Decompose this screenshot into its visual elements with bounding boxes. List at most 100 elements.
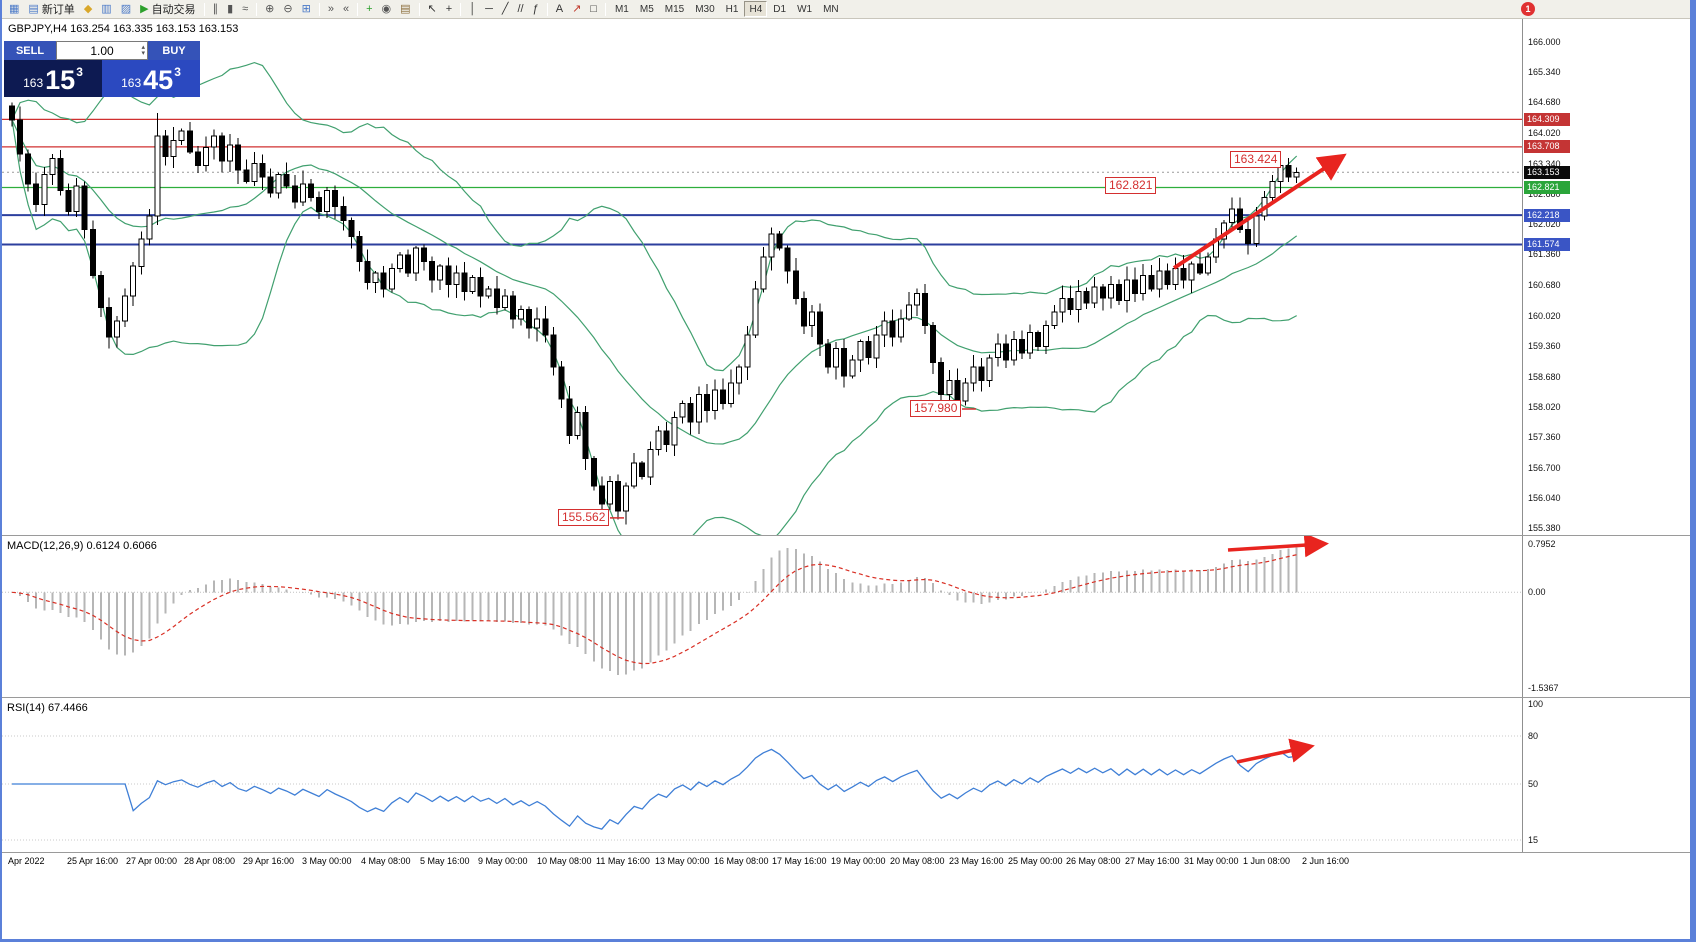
price-callout[interactable]: 162.821: [1105, 177, 1157, 194]
rsi-scale-label: 50: [1528, 779, 1539, 789]
candlestick-chart-canvas[interactable]: [2, 19, 1522, 535]
time-label: 26 May 08:00: [1066, 856, 1121, 866]
timeframe-h1-button[interactable]: H1: [721, 1, 744, 17]
time-label: 25 May 00:00: [1008, 856, 1063, 866]
price-tick: 159.360: [1528, 341, 1561, 351]
candle-chart-icon[interactable]: ▮: [223, 1, 237, 18]
time-label: 27 Apr 00:00: [126, 856, 178, 866]
shapes-icon: □: [590, 2, 597, 15]
volume-spinner[interactable]: ▴ ▾: [141, 42, 145, 59]
auto-scroll-icon: »: [327, 2, 334, 15]
time-label: 11 May 16:00: [596, 856, 650, 866]
timeframe-m15-button[interactable]: M15: [660, 1, 689, 17]
templates-icon: ▤: [400, 2, 411, 15]
indicators-icon[interactable]: +: [362, 1, 376, 18]
timeframe-mn-button[interactable]: MN: [818, 1, 844, 17]
timeframe-w1-button[interactable]: W1: [792, 1, 817, 17]
vertical-line-icon: │: [469, 2, 477, 15]
shapes-icon[interactable]: □: [586, 1, 601, 18]
rsi-scale: 100 80 50 15: [1522, 698, 1690, 852]
notification-badge[interactable]: 1: [1521, 2, 1535, 16]
sell-button[interactable]: SELL: [4, 41, 56, 60]
price-tick: 161.360: [1528, 249, 1561, 259]
rsi-scale-label: 80: [1528, 731, 1539, 741]
price-callout[interactable]: 155.562: [558, 509, 610, 526]
volume-input[interactable]: 1.00 ▴ ▾: [56, 41, 148, 60]
time-label: 28 Apr 08:00: [184, 856, 236, 866]
text-icon[interactable]: A: [552, 1, 567, 18]
timeframe-d1-button[interactable]: D1: [768, 1, 791, 17]
chart-shift-icon[interactable]: «: [339, 1, 353, 18]
zoom-out-icon[interactable]: ⊖: [279, 1, 296, 18]
timeframe-m30-button[interactable]: M30: [690, 1, 719, 17]
buy-price-display[interactable]: 163 45 3: [102, 60, 200, 97]
timeframe-h4-button[interactable]: H4: [744, 1, 768, 17]
chart-window-icon: ▦: [9, 2, 20, 15]
spin-down-icon[interactable]: ▾: [141, 49, 145, 57]
price-scale[interactable]: 166.000 165.340 164.680 164.020 163.340 162.6…: [1522, 19, 1690, 535]
time-label: 5 May 16:00: [420, 856, 470, 866]
vertical-line-icon[interactable]: │: [465, 1, 480, 18]
profiles-icon[interactable]: ◆: [80, 1, 96, 18]
symbol-ohlc-label: GBPJPY,H4 163.254 163.335 163.153 163.15…: [8, 23, 239, 35]
tile-windows-icon[interactable]: ⊞: [298, 1, 315, 18]
price-callout[interactable]: 157.980: [910, 400, 962, 417]
sell-price-display[interactable]: 163 15 3: [4, 60, 102, 97]
fibonacci-icon[interactable]: ƒ: [529, 1, 543, 18]
auto-trading-icon: ▶: [140, 2, 149, 15]
current-price-badge: 163.153: [1524, 166, 1570, 179]
volume-value: 1.00: [90, 43, 114, 58]
timeframe-m5-button[interactable]: M5: [635, 1, 659, 17]
macd-chart-canvas[interactable]: [2, 536, 1522, 698]
macd-scale: 0.7952 0.00 -1.5367: [1522, 536, 1690, 697]
text-icon: A: [555, 2, 564, 15]
sell-price-prefix: 163: [23, 76, 44, 90]
price-tick: 156.040: [1528, 493, 1561, 503]
timeframe-m1-button[interactable]: M1: [610, 1, 634, 17]
line-chart-icon[interactable]: ≈: [238, 1, 252, 18]
chart-window-icon[interactable]: ▦: [5, 1, 23, 18]
rsi-chart-canvas[interactable]: [2, 698, 1522, 853]
line-chart-icon: ≈: [242, 2, 249, 15]
bar-chart-icon: ∥: [212, 2, 219, 15]
horizontal-line-icon[interactable]: ─: [481, 1, 497, 18]
price-tick: 155.380: [1528, 523, 1561, 533]
spin-up-icon[interactable]: ▴: [141, 43, 145, 51]
macd-scale-label: 0.7952: [1528, 539, 1556, 549]
time-label: 19 May 00:00: [831, 856, 886, 866]
crosshair-icon: +: [445, 2, 453, 15]
price-level-badge: 162.821: [1524, 181, 1570, 194]
cursor-icon[interactable]: ↖: [424, 1, 441, 18]
periods-icon[interactable]: ◉: [378, 1, 396, 18]
market-watch-icon[interactable]: ▥: [97, 1, 115, 18]
arrow-tool-icon[interactable]: ↗: [568, 1, 585, 18]
time-label: 10 May 08:00: [537, 856, 592, 866]
auto-trading-button[interactable]: ▶ 自动交易: [136, 1, 199, 18]
time-label: 29 Apr 16:00: [243, 856, 295, 866]
bar-chart-icon[interactable]: ∥: [209, 1, 223, 18]
zoom-in-icon[interactable]: ⊕: [261, 1, 278, 18]
timeframe-group: M1 M5 M15 M30 H1 H4 D1 W1 MN: [610, 1, 844, 17]
toolbar-separator: [256, 2, 258, 16]
templates-icon[interactable]: ▤: [396, 1, 414, 18]
trendline-icon: ╱: [501, 2, 509, 15]
data-window-icon: ▨: [120, 2, 132, 15]
time-label: 17 May 16:00: [772, 856, 827, 866]
rsi-panel: RSI(14) 67.4466 100 80 50 15: [2, 697, 1690, 852]
price-tick: 157.360: [1528, 432, 1561, 442]
time-axis[interactable]: Apr 2022 25 Apr 16:00 27 Apr 00:00 28 Apr 0…: [2, 852, 1690, 872]
channel-icon[interactable]: //: [513, 1, 527, 18]
buy-button[interactable]: BUY: [148, 41, 200, 60]
time-label: 1 Jun 08:00: [1243, 856, 1291, 866]
crosshair-icon[interactable]: +: [442, 1, 456, 18]
price-callout[interactable]: 163.424: [1230, 151, 1282, 168]
price-level-badge: 164.309: [1524, 113, 1570, 126]
time-label: 16 May 08:00: [714, 856, 769, 866]
auto-scroll-icon[interactable]: »: [324, 1, 338, 18]
time-label: 13 May 00:00: [655, 856, 710, 866]
data-window-icon[interactable]: ▨: [117, 1, 135, 18]
trendline-icon[interactable]: ╱: [498, 1, 513, 18]
new-order-button[interactable]: ▤ 新订单: [24, 1, 78, 18]
macd-scale-label: 0.00: [1528, 587, 1546, 597]
